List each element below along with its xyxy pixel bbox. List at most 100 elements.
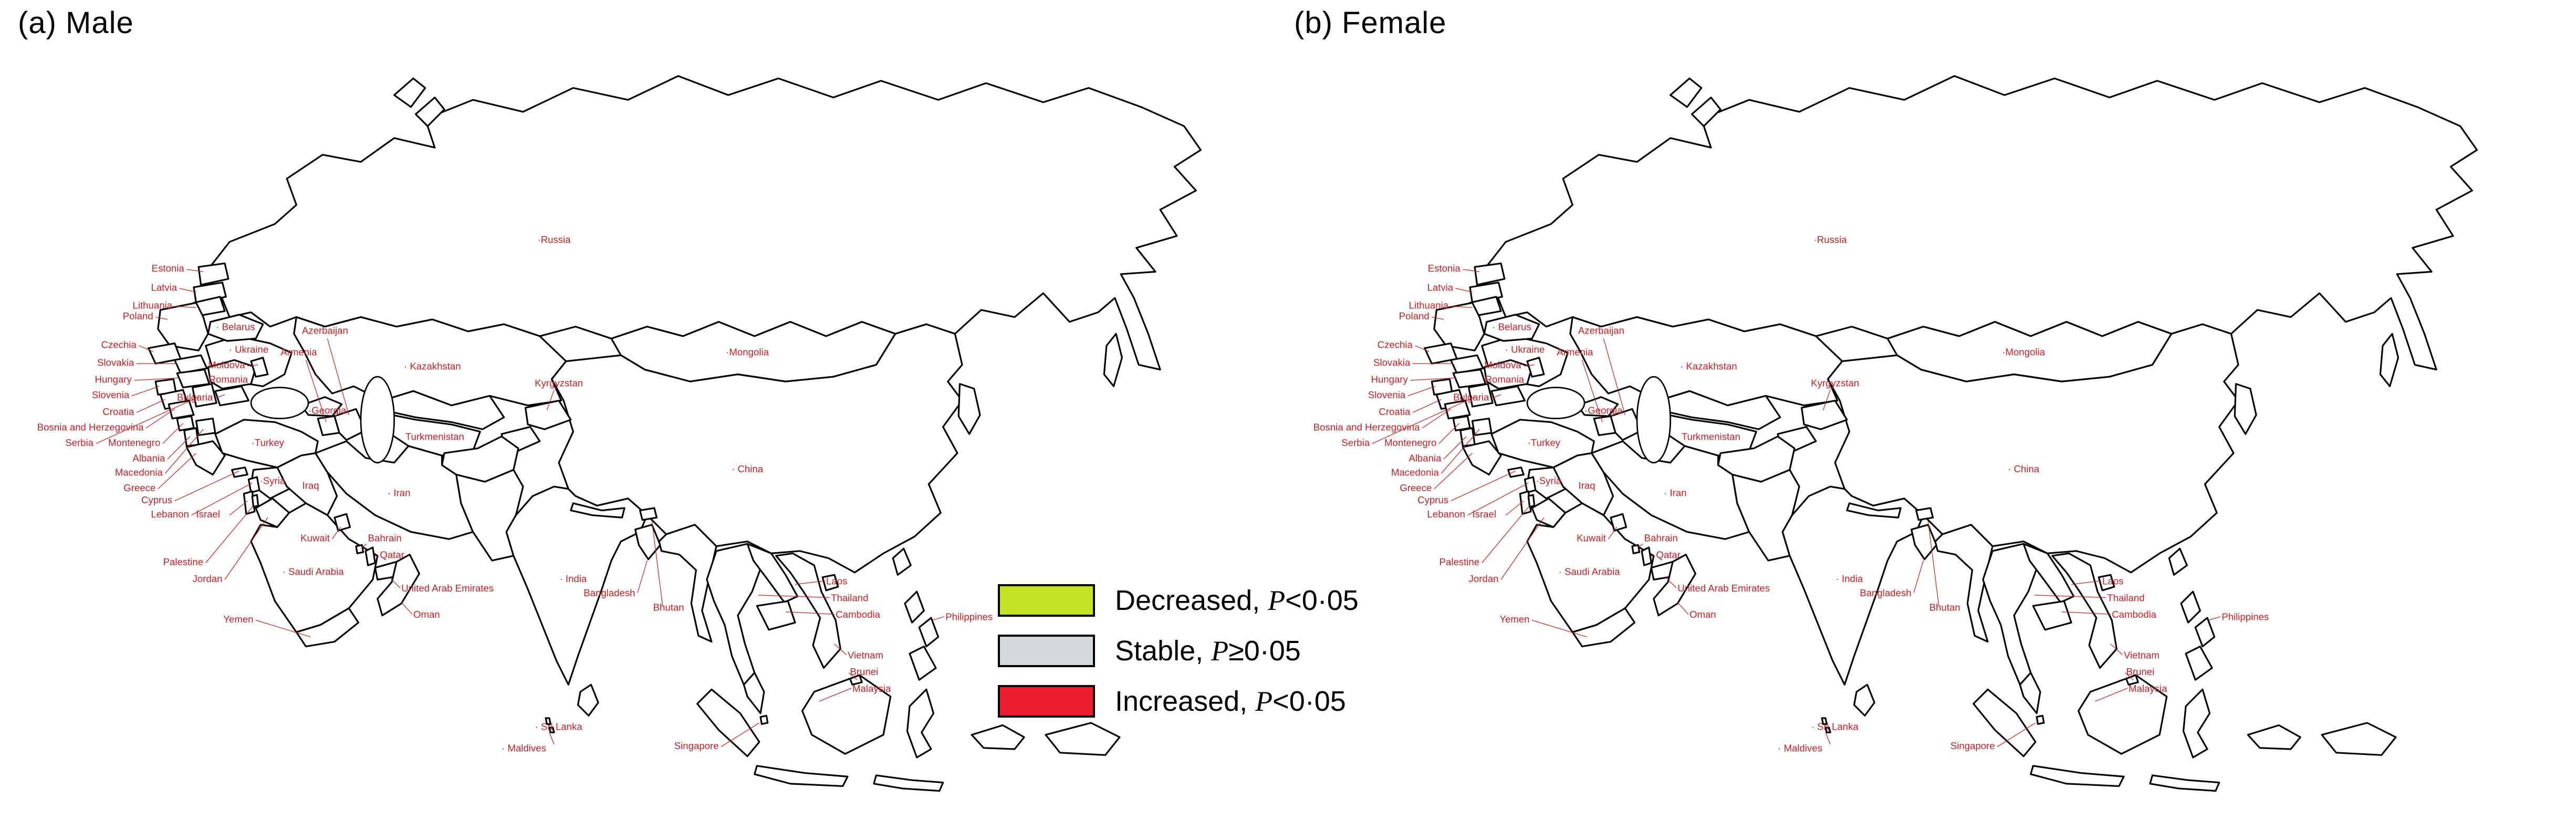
country-label: Turkmenistan <box>1682 431 1740 442</box>
legend-swatch-decreased <box>998 584 1095 617</box>
legend-item-increased: Increased, P<0·05 <box>998 685 1359 718</box>
country-label: Latvia <box>1427 282 1453 293</box>
country-label: · China <box>732 463 764 474</box>
country-label: Bhutan <box>1930 602 1960 613</box>
label-leader-line <box>327 338 349 416</box>
country-iraq <box>1552 452 1614 516</box>
country-label: Qatar <box>1656 549 1681 560</box>
country-bhutan <box>1915 507 1934 521</box>
label-leader-line <box>819 688 851 702</box>
country-label: · Sri Lanka <box>1811 721 1859 732</box>
label-leader-line <box>1432 316 1444 320</box>
country-iraq <box>276 452 338 516</box>
country-label: ·Turkey <box>252 437 285 448</box>
country-label: Slovenia <box>92 389 130 400</box>
country-poland <box>1433 302 1485 351</box>
country-taiwan <box>2168 547 2188 576</box>
label-leader-line <box>361 543 367 548</box>
country-myanmar <box>1934 524 1994 643</box>
country-label: Hungary <box>1371 374 1408 385</box>
country-label: · Saudi Arabia <box>1559 566 1621 577</box>
country-label: ·Syria <box>260 475 286 486</box>
country-label: Kuwait <box>1577 533 1607 544</box>
country-moldova <box>250 357 269 378</box>
caspian-sea <box>360 376 395 464</box>
country-label: Poland <box>1399 310 1430 322</box>
label-leader-line <box>164 429 204 474</box>
country-lebanon <box>247 476 260 494</box>
label-leader-line <box>1455 288 1473 293</box>
legend-item-stable: Stable, P≥0·05 <box>998 635 1359 667</box>
label-leader-line <box>247 364 258 367</box>
country-label: Czechia <box>1378 339 1413 350</box>
island-hainan <box>821 574 839 592</box>
country-label: Yemen <box>1499 614 1529 625</box>
country-kuwait <box>333 513 351 532</box>
country-nepal <box>1846 502 1902 518</box>
country-label: Lebanon <box>151 509 189 520</box>
map-regions <box>148 75 1202 792</box>
country-label: · Belarus <box>1492 322 1531 333</box>
panel-female: (b) Female <box>1281 0 2510 840</box>
country-label: Jordan <box>1469 573 1499 584</box>
country-label: Kyrgyzstan <box>535 377 583 388</box>
country-label: Latvia <box>151 282 177 293</box>
country-label: Macedonia <box>1391 467 1440 478</box>
country-label: Armenia <box>1557 346 1593 357</box>
country-label: Bahrain <box>1644 533 1678 544</box>
country-label: Israel <box>196 509 220 520</box>
country-sri-lanka <box>577 683 599 717</box>
label-leader-line <box>848 672 858 680</box>
label-leader-line <box>139 345 153 352</box>
country-slovakia <box>174 354 208 374</box>
map-regions <box>1424 75 2478 792</box>
country-azerbaijan <box>1610 408 1643 441</box>
label-leader-line <box>1463 269 1480 272</box>
country-uzbekistan <box>381 390 505 430</box>
country-bahrain <box>355 544 364 554</box>
country-india <box>505 485 648 686</box>
label-leader-line <box>1638 543 1643 548</box>
country-serbia <box>1468 383 1494 408</box>
label-leader-line <box>1822 389 1831 410</box>
country-cambodia <box>2032 600 2072 631</box>
country-label: Palestine <box>163 556 204 567</box>
country-label: ·Turkey <box>1528 437 1561 448</box>
label-leader-line <box>191 482 253 516</box>
country-label: Vietnam <box>2124 649 2160 660</box>
island-sakhalin <box>2379 333 2400 387</box>
label-leader-line <box>1434 453 1473 490</box>
country-label: · Kazakhstan <box>404 361 461 372</box>
country-oman <box>377 554 420 617</box>
country-label: Serbia <box>65 437 93 448</box>
country-label: Hungary <box>95 374 132 385</box>
country-nepal <box>570 502 625 518</box>
label-leader-line <box>1665 577 1677 588</box>
country-malaysia <box>2019 671 2041 714</box>
country-label: Jordan <box>193 573 223 584</box>
label-leader-line <box>1531 620 1587 638</box>
label-leader-line <box>1407 386 1436 397</box>
island-novaya-zemlya <box>1670 77 1722 127</box>
country-label: · Ukraine <box>229 344 269 355</box>
legend-label-stable: Stable, P≥0·05 <box>1115 635 1301 667</box>
country-slovakia <box>1450 354 1484 374</box>
country-estonia <box>1474 262 1506 286</box>
country-label: Bulgaria <box>1453 392 1489 403</box>
legend-item-decreased: Decreased, P<0·05 <box>998 584 1359 617</box>
country-label: Cambodia <box>2112 609 2156 620</box>
country-india <box>1781 485 1924 686</box>
label-leader-line <box>549 732 555 745</box>
panel-male: (a) Male <box>5 0 1234 840</box>
label-leader-line <box>155 316 168 320</box>
country-label: · Maldives <box>502 743 546 754</box>
label-leader-line <box>305 360 327 422</box>
caspian-sea <box>1636 376 1671 464</box>
country-qatar <box>364 546 376 566</box>
country-brunei <box>849 674 863 686</box>
country-label: Iraq <box>1579 480 1595 491</box>
label-leader-line <box>651 521 663 606</box>
country-yemen <box>295 607 360 648</box>
